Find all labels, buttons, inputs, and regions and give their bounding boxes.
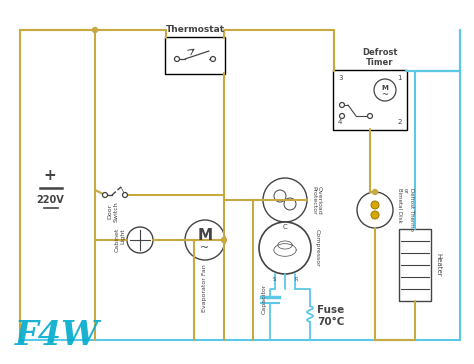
Circle shape — [210, 56, 216, 62]
Bar — [399, 229, 431, 301]
FancyBboxPatch shape — [165, 36, 225, 74]
Text: R: R — [294, 277, 298, 282]
Text: Capacitor: Capacitor — [262, 284, 267, 314]
Text: Defrost
Timer: Defrost Timer — [362, 48, 398, 67]
Text: Fuse
70°C: Fuse 70°C — [317, 305, 345, 327]
Text: Overload
Protector: Overload Protector — [311, 186, 322, 214]
FancyBboxPatch shape — [333, 70, 407, 130]
Text: ~: ~ — [201, 243, 210, 253]
Circle shape — [284, 198, 296, 210]
Text: C: C — [283, 224, 287, 230]
Circle shape — [374, 79, 396, 101]
Text: Heater: Heater — [435, 253, 441, 277]
Text: Evaporator Fan: Evaporator Fan — [202, 264, 208, 312]
Text: 4: 4 — [338, 119, 342, 125]
Circle shape — [259, 222, 311, 274]
Text: 1: 1 — [398, 75, 402, 81]
Circle shape — [357, 192, 393, 228]
Text: Thermostat: Thermostat — [165, 24, 225, 33]
Circle shape — [127, 227, 153, 253]
Text: +: + — [44, 167, 56, 182]
Text: ~: ~ — [382, 91, 389, 99]
Circle shape — [122, 193, 128, 198]
Text: Cabinet
Light: Cabinet Light — [114, 228, 125, 252]
Circle shape — [339, 114, 345, 119]
Circle shape — [371, 201, 379, 209]
Circle shape — [174, 56, 180, 62]
Circle shape — [371, 211, 379, 219]
Circle shape — [221, 237, 227, 242]
Text: Compressor: Compressor — [315, 229, 320, 267]
Text: 220V: 220V — [36, 195, 64, 205]
Text: F4W: F4W — [15, 319, 100, 352]
Text: Door
Switch: Door Switch — [108, 201, 118, 222]
Circle shape — [274, 190, 286, 202]
Text: M: M — [198, 229, 212, 244]
Text: Defrost Thermo
or
Bimetal Disk: Defrost Thermo or Bimetal Disk — [397, 189, 414, 232]
Circle shape — [92, 28, 98, 32]
Text: 3: 3 — [338, 75, 343, 81]
Circle shape — [367, 114, 373, 119]
Text: M: M — [382, 85, 388, 91]
Circle shape — [263, 178, 307, 222]
Circle shape — [339, 103, 345, 107]
Circle shape — [185, 220, 225, 260]
Circle shape — [102, 193, 108, 198]
Text: 2: 2 — [398, 119, 402, 125]
Circle shape — [373, 190, 377, 194]
Text: S: S — [273, 277, 275, 282]
